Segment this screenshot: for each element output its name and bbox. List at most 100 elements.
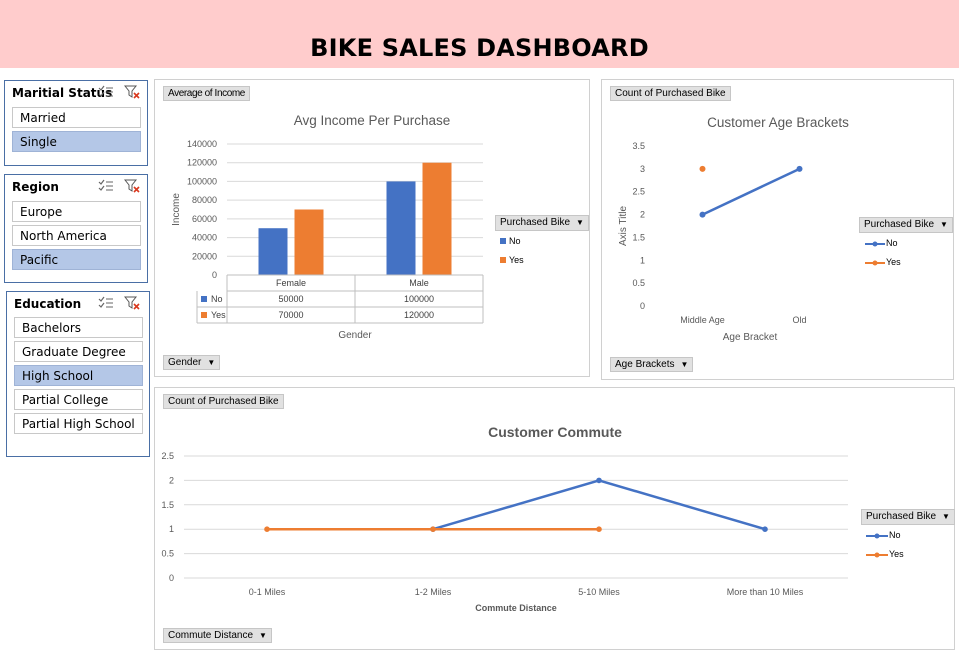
slicer-title: Maritial Status: [12, 86, 113, 100]
table-legend-key: [201, 312, 207, 318]
income-bar-chart: Avg Income Per Purchase 0 20000 40000 60000 8…: [171, 113, 484, 341]
header-banner: BIKE SALES DASHBOARD: [0, 0, 959, 68]
legend-item-no: No: [864, 238, 898, 248]
x-tick-label: 1-2 Miles: [415, 587, 452, 597]
legend-field-label: Purchased Bike: [864, 219, 935, 230]
axis-field-label: Gender: [168, 357, 202, 368]
x-axis-label: Age Bracket: [723, 332, 778, 343]
axis-field-button[interactable]: Commute Distance ▼: [163, 628, 272, 643]
series-line-no: [701, 167, 801, 216]
y-tick-label: 40000: [192, 233, 217, 243]
slicer-item-partial-college[interactable]: Partial College: [14, 389, 143, 410]
axis-field-button[interactable]: Gender ▼: [163, 355, 221, 370]
legend-field-button[interactable]: Purchased Bike ▼: [861, 509, 955, 525]
bar-no-female: [258, 228, 288, 275]
slicer-item-europe[interactable]: Europe: [12, 201, 141, 222]
slicer-item-graduate-degree[interactable]: Graduate Degree: [14, 341, 143, 362]
y-tick-label: 140000: [187, 139, 217, 149]
legend-field-button[interactable]: Purchased Bike ▼: [859, 217, 953, 233]
data-point-yes: [699, 165, 706, 172]
value-field-button[interactable]: Average of Income: [163, 86, 250, 101]
legend-label: No: [509, 236, 521, 246]
legend-swatch-yes: [500, 257, 506, 263]
legend-field-label: Purchased Bike: [866, 511, 937, 522]
slicer-item-married[interactable]: Married: [12, 107, 141, 128]
legend-swatch-no: [866, 533, 888, 539]
multi-select-icon[interactable]: [98, 296, 114, 310]
slicer-title: Region: [12, 180, 59, 194]
multi-select-icon[interactable]: [98, 179, 114, 193]
legend-item-yes: Yes: [500, 255, 524, 265]
legend-item-no: No: [865, 530, 901, 540]
value-field-button[interactable]: Count of Purchased Bike: [163, 394, 284, 409]
y-tick-label: 60000: [192, 214, 217, 224]
x-tick-label: 5-10 Miles: [578, 587, 620, 597]
y-tick-label: 1.5: [632, 232, 645, 242]
y-tick-label: 0: [169, 573, 174, 583]
legend-label: No: [886, 238, 898, 248]
chart-title: Customer Commute: [488, 424, 622, 440]
slicer-item-bachelors[interactable]: Bachelors: [14, 317, 143, 338]
slicer-item-north-america[interactable]: North America: [12, 225, 141, 246]
legend-label: No: [889, 530, 901, 540]
y-tick-label: 80000: [192, 195, 217, 205]
dropdown-arrow-icon: ▼: [576, 218, 584, 227]
clear-filter-icon[interactable]: [124, 295, 140, 311]
x-tick-label: Old: [792, 315, 806, 325]
axis-field-label: Age Brackets: [615, 359, 675, 370]
slicer-item-high-school[interactable]: High School: [14, 365, 143, 386]
data-table-cell: 50000: [278, 294, 303, 304]
y-tick-label: 3.5: [632, 141, 645, 151]
clear-filter-icon[interactable]: [124, 178, 140, 194]
data-point-no: [762, 526, 768, 532]
slicer-item-pacific[interactable]: Pacific: [12, 249, 141, 270]
axis-field-button[interactable]: Age Brackets ▼: [610, 357, 694, 372]
table-row-label: No: [211, 294, 223, 304]
y-axis-label: Income: [171, 193, 182, 226]
y-tick-label: 3: [640, 164, 645, 174]
legend-label: Yes: [886, 257, 901, 267]
bar-no-male: [386, 181, 416, 275]
x-axis-label: Commute Distance: [475, 603, 557, 613]
clear-filter-icon[interactable]: [124, 84, 140, 100]
slicer-item-single[interactable]: Single: [12, 131, 141, 152]
x-tick-label: More than 10 Miles: [727, 587, 804, 597]
legend-field-label: Purchased Bike: [500, 217, 571, 228]
legend-item-no: No: [500, 236, 521, 246]
value-field-button[interactable]: Count of Purchased Bike: [610, 86, 731, 101]
chart-panel-commute: Count of Purchased Bike Customer Commute…: [154, 387, 955, 650]
y-tick-label: 2.5: [632, 187, 645, 197]
chart-title: Avg Income Per Purchase: [294, 113, 451, 128]
legend-item-yes: Yes: [864, 257, 901, 267]
y-tick-label: 0: [212, 270, 217, 280]
legend-label: Yes: [509, 255, 524, 265]
legend-label: Yes: [889, 549, 904, 559]
dropdown-arrow-icon: ▼: [680, 360, 689, 369]
data-table-cell: 120000: [404, 310, 434, 320]
data-point-no: [699, 211, 706, 218]
slicer-marital-status: Maritial Status Married Single: [4, 80, 148, 166]
legend-swatch-yes: [866, 552, 888, 558]
y-axis-label: Axis Title: [618, 206, 629, 246]
legend-field-button[interactable]: Purchased Bike ▼: [495, 215, 589, 231]
slicer-region: Region Europe North America Pacific: [4, 174, 148, 283]
y-tick-label: 2.5: [161, 451, 174, 461]
data-point-no: [596, 477, 602, 484]
y-tick-label: 1: [640, 255, 645, 265]
data-point-yes: [596, 526, 602, 532]
data-point-no: [796, 165, 803, 172]
data-point-yes: [430, 526, 436, 532]
bar-yes-male: [422, 162, 452, 275]
multi-select-icon[interactable]: [98, 85, 114, 99]
chart-panel-income: Average of Income Avg Income Per Purchas…: [154, 79, 590, 377]
dropdown-arrow-icon: ▼: [940, 220, 948, 229]
y-tick-label: 2: [169, 475, 174, 485]
axis-field-label: Commute Distance: [168, 630, 254, 641]
y-tick-label: 0: [640, 301, 645, 311]
table-row-label: Yes: [211, 310, 226, 320]
legend-swatch-yes: [865, 260, 885, 266]
slicer-item-partial-high-school[interactable]: Partial High School: [14, 413, 143, 434]
y-tick-label: 1: [169, 524, 174, 534]
x-axis-label: Gender: [338, 330, 372, 341]
table-legend-key: [201, 296, 207, 302]
